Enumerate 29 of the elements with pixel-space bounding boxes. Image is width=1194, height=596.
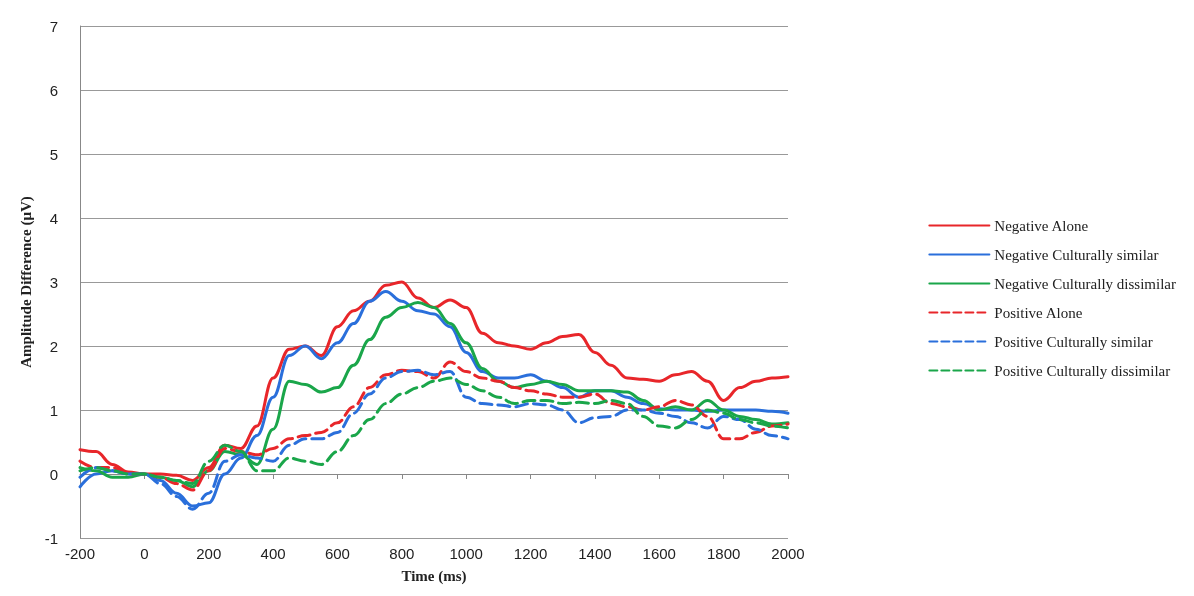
y-axis-title: Amplitude Difference (μV) [18, 196, 36, 368]
x-tick-label: -200 [64, 545, 96, 562]
y-tick-label: 6 [49, 81, 58, 99]
x-tick-label: 1800 [706, 545, 741, 562]
y-tick-label: 3 [49, 273, 58, 291]
y-tick-label: 4 [49, 209, 58, 227]
y-tick-label: 0 [49, 465, 58, 483]
x-tick-label: 1200 [513, 545, 548, 562]
y-tick-label: 1 [49, 401, 58, 419]
legend-label: Negative Culturally dissimilar [994, 275, 1177, 292]
x-tick-label: 400 [260, 545, 286, 562]
legend-label: Positive Culturally similar [994, 333, 1153, 350]
x-tick-label: 1400 [578, 545, 612, 562]
x-tick-label: 2000 [771, 545, 805, 562]
x-axis-title: Time (ms) [401, 567, 467, 585]
x-tick-label: 0 [140, 545, 149, 562]
legend-label: Positive Alone [994, 304, 1083, 321]
legend-label: Negative Culturally similar [994, 246, 1159, 263]
legend-label: Positive Culturally dissimilar [994, 362, 1171, 379]
x-tick-label: 1600 [642, 545, 676, 562]
x-tick-label: 600 [324, 545, 350, 562]
y-tick-label: 2 [49, 337, 58, 355]
y-tick-label: 7 [49, 17, 58, 35]
legend-label: Negative Alone [994, 217, 1089, 234]
x-tick-label: 800 [389, 545, 415, 562]
y-tick-label: -1 [44, 529, 58, 547]
y-tick-label: 5 [49, 145, 58, 163]
x-tick-label: 1000 [449, 545, 483, 562]
x-tick-label: 200 [196, 545, 222, 562]
